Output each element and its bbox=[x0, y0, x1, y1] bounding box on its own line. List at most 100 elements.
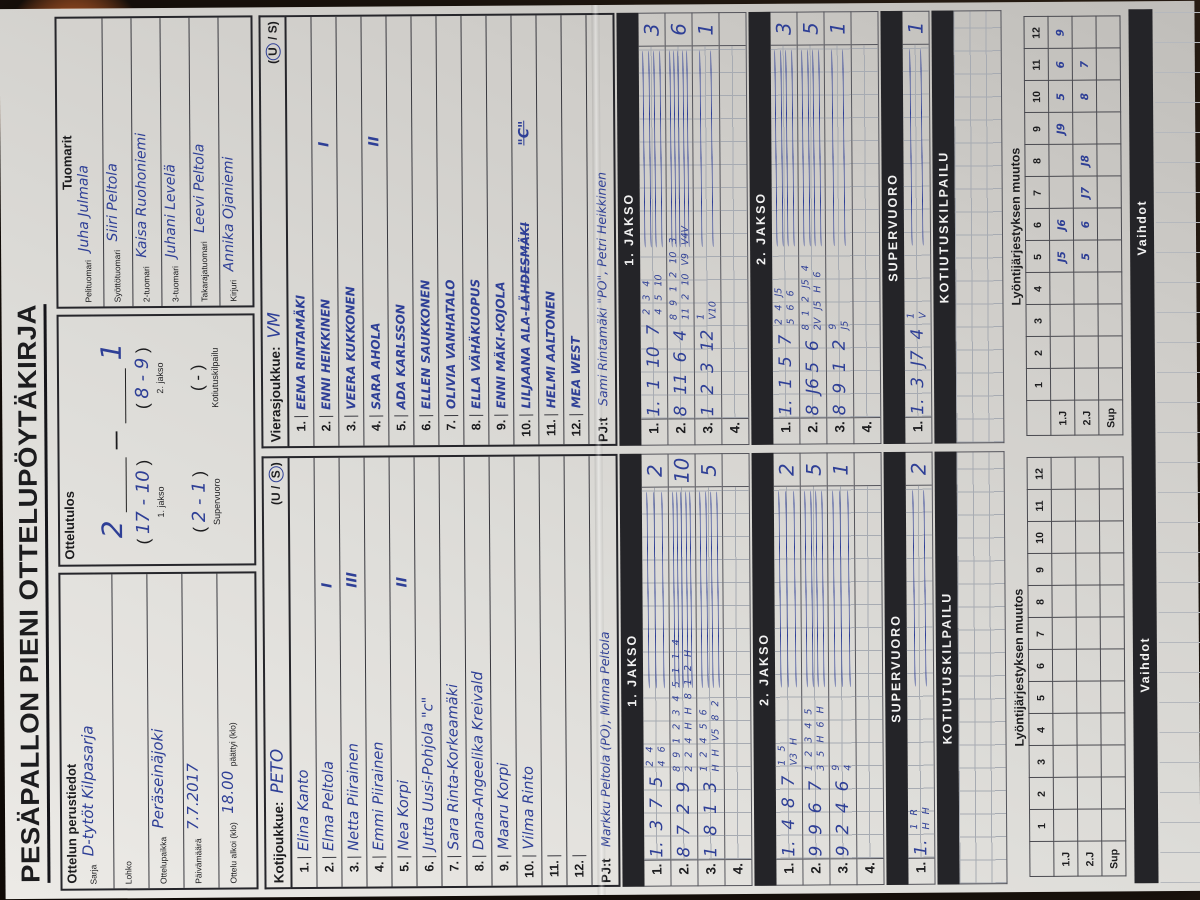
start-time-label: Ottelu alkoi (klo) bbox=[228, 822, 239, 884]
score-line bbox=[101, 457, 127, 513]
period2-value: 8 - 9 bbox=[131, 357, 154, 399]
series-field: Sarja D-tytöt Kilpasarja bbox=[77, 574, 115, 889]
away-order-change-title: Lyöntijärjestyksen muutos bbox=[1008, 147, 1024, 306]
extra-scores: ( 2 - 1 ) Supervuoro ( - ) Kotiutuskilpa… bbox=[182, 316, 240, 564]
score-dash: — bbox=[105, 431, 126, 450]
home-kotiutuskilpailu-bar: KOTIUTUSKILPAILU bbox=[934, 451, 960, 885]
player-row: 3. Netta Piirainen III bbox=[339, 457, 368, 887]
referees-header: Tuomarit bbox=[59, 135, 75, 191]
header-section: Ottelun perustiedot Sarja D-tytöt Kilpas… bbox=[54, 15, 259, 891]
home-player-list: 1. Elina Kanto 2. Elma Peltola I 3. Netta Pi… bbox=[287, 453, 621, 890]
time-field: Ottelu alkoi (klo) 18.00 päättyi (klo) bbox=[217, 573, 254, 887]
player-row: 7. OLIVIA VANHATALO bbox=[436, 15, 465, 446]
referee-row: 3-tuomari Juhani Levelä bbox=[160, 17, 192, 307]
referee-row: Pelituomari Juha Julmala bbox=[73, 18, 105, 307]
referee-row: Kirjuri Annika Ojaniemi bbox=[220, 156, 239, 302]
kotiutuskilpailu-value: - bbox=[187, 374, 208, 381]
player-row: 1. EENA RINTAMÄKI bbox=[286, 17, 315, 447]
player-row: 7. Sara Rinta-Korkeamäki bbox=[439, 456, 468, 887]
circled-letter: U bbox=[265, 43, 281, 61]
away-us-mark: (U / S) bbox=[264, 21, 281, 65]
period-scores: ( 17 - 10 ) 1. jakso ( 8 - 9 ) 2. jakso bbox=[126, 316, 184, 564]
player-row: 11. HELMI AALTONEN bbox=[536, 15, 565, 445]
period2-score: ( 8 - 9 ) 2. jakso bbox=[126, 316, 183, 440]
supervuoro-label: Supervuoro bbox=[211, 478, 223, 525]
period2-label: 2. jakso bbox=[154, 362, 166, 394]
player-row: 12. MEA WEST bbox=[561, 15, 590, 445]
away-player-list: 1. EENA RINTAMÄKI 2. ENNI HEIKKINEN I 3. VEE… bbox=[284, 12, 618, 449]
home-team-label: Kotijoukkue: bbox=[270, 801, 287, 884]
series-label: Sarja bbox=[88, 864, 99, 885]
score-row: 4. bbox=[851, 11, 882, 445]
player-row: 10. Vilma Rinto bbox=[514, 456, 543, 886]
away-team-label: Vierasjoukkue: bbox=[267, 346, 283, 443]
end-time-label: päättyi (klo) bbox=[227, 722, 238, 767]
empty-grid bbox=[953, 10, 1005, 444]
substitutions-label-home: Vaihdot bbox=[1137, 636, 1153, 693]
away-period1-bar: 1. JAKSO bbox=[616, 12, 642, 446]
away-period2-bar: 2. JAKSO bbox=[748, 11, 774, 445]
player-row: 8. ELLA VÄHÄKUOPUS bbox=[461, 15, 490, 445]
home-period1-bar: 1. JAKSO bbox=[619, 453, 645, 887]
score-row: 3. 8 9 1 2 9 J5 1 bbox=[824, 11, 855, 445]
home-us-mark: (U / S) bbox=[268, 462, 284, 506]
away-half: Vierasjoukkue: VM (U / S) 1. EENA RINTAMÄ… bbox=[258, 9, 1123, 449]
score-row: 4. bbox=[722, 452, 753, 887]
player-row: 11. bbox=[539, 456, 568, 886]
substitutions-empty-area bbox=[1154, 8, 1200, 884]
player-row: 9. Maaru Korpi bbox=[489, 456, 518, 886]
empty-grid bbox=[956, 451, 1008, 885]
player-row: 10. LILJAANA ALA-LÄHDESMÄKI "C" bbox=[511, 15, 540, 445]
away-team-line: Vierasjoukkue: VM (U / S) bbox=[258, 15, 288, 449]
substitutions-bar: Vaihdot Vaihdot bbox=[1128, 9, 1159, 884]
period1-value: 17 - 10 bbox=[132, 470, 155, 535]
home-half: Kotijoukkue: PETO (U / S) 1. Elina Kanto … bbox=[261, 450, 1127, 890]
home-team-line: Kotijoukkue: PETO (U / S) bbox=[261, 456, 291, 890]
match-info-box: Ottelun perustiedot Sarja D-tytöt Kilpas… bbox=[58, 571, 259, 891]
player-row: 2. Elma Peltola I bbox=[314, 457, 343, 887]
away-order-change-table: 1 2 3 4 5 6 7 8 9 10 11 12 1.J J5 J6 J9 5 6 9 2.J 5 6 J7 J8 8 7… bbox=[1023, 16, 1123, 437]
date-label: Päivämäärä bbox=[193, 838, 204, 884]
player-row: 6. Jutta Uusi-Pohjola "c" bbox=[414, 457, 443, 887]
date-value: 7.7.2017 bbox=[183, 763, 203, 831]
score-line bbox=[100, 368, 127, 424]
series-value: D-tytöt Kilpasarja bbox=[78, 725, 98, 857]
player-row: 12. bbox=[564, 456, 593, 886]
home-supervuoro-bar: SUPERVUORO bbox=[883, 451, 909, 886]
referee-row: Syöttötuomari Siiri Peltola bbox=[102, 18, 134, 307]
home-period2-bar: 2. JAKSO bbox=[751, 452, 777, 886]
final-score: 2 — 1 bbox=[76, 316, 129, 564]
home-order-change-title: Lyöntijärjestyksen muutos bbox=[1011, 588, 1027, 747]
struck-name: LÄHDESMÄKI bbox=[517, 222, 533, 312]
away-team-name: VM bbox=[264, 312, 285, 339]
period1-score: ( 17 - 10 ) 1. jakso bbox=[126, 440, 183, 564]
player-row: 9. ENNI MÄKI-KOJOLA bbox=[486, 15, 515, 445]
player-row: 3. VEERA KUKKONEN bbox=[336, 16, 365, 446]
match-info-header: Ottelun perustiedot bbox=[63, 763, 80, 884]
substitutions-label-away: Vaihdot bbox=[1134, 199, 1150, 256]
date-field: Päivämäärä 7.7.2017 bbox=[182, 573, 220, 888]
referee-row: 2-tuomari Kaisa Ruohoniemi bbox=[131, 18, 163, 307]
player-row: 4. Emmi Piirainen bbox=[364, 457, 393, 887]
player-row: 8. Dana-Angeelika Kreivald bbox=[464, 456, 493, 886]
venue-label: Ottelupaikka bbox=[158, 836, 169, 885]
player-row: 6. ELLEN SAUKKONEN bbox=[411, 16, 440, 446]
group-label: Lohko bbox=[123, 861, 134, 885]
player-row: 4. SARA AHOLA II bbox=[361, 16, 390, 446]
group-field: Lohko bbox=[112, 574, 150, 889]
kotiutuskilpailu-label: Kotiutuskilpailu bbox=[209, 347, 221, 408]
player-row: 1. Elina Kanto bbox=[289, 457, 318, 888]
score-row: 4. bbox=[854, 452, 885, 886]
